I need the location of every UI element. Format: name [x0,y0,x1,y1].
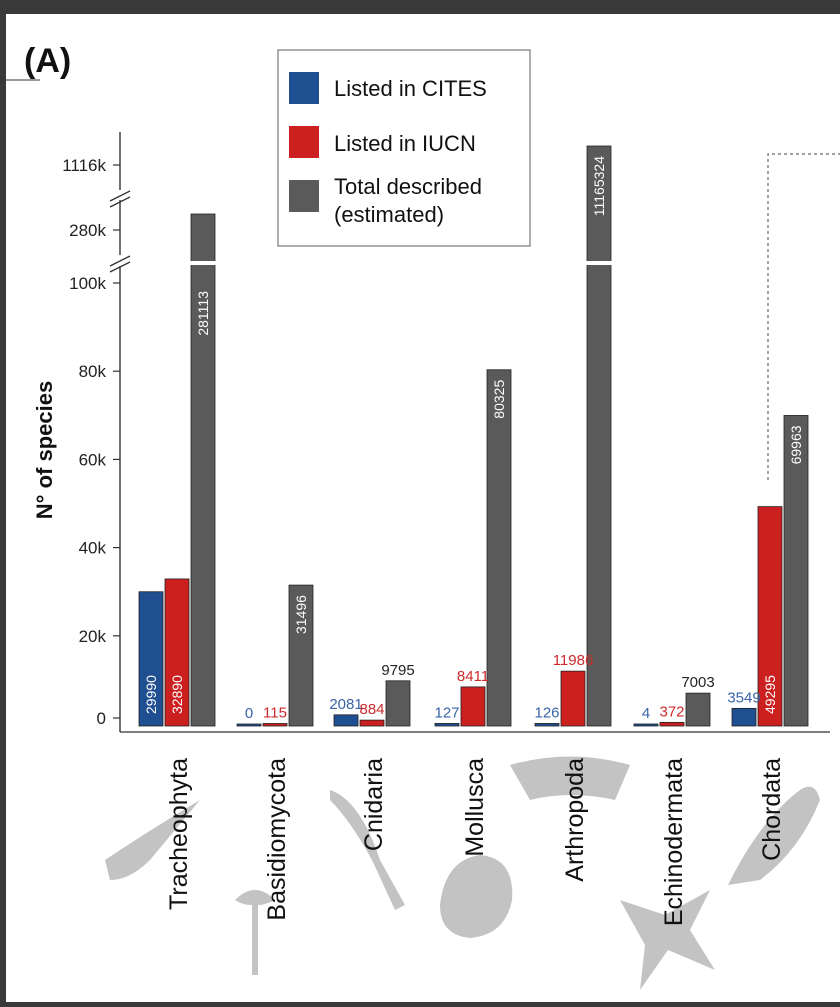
value-label-cites-tracheophyta: 29990 [143,675,159,714]
value-label-iucn-tracheophyta: 32890 [169,675,185,714]
bar-cites-mollusca [434,723,460,727]
bar-cites-basidiomycota [236,723,262,727]
butterfly-icon [510,756,630,800]
bar-total-basidiomycota [288,584,314,727]
value-label-total-echinodermata: 7003 [681,674,714,691]
taxon-silhouettes [105,756,820,990]
axis-break-mark [109,261,131,273]
legend-swatch-cites [289,72,319,104]
bar-cites-echinodermata [633,723,659,727]
value-label-total-cnidaria: 9795 [381,662,414,679]
bar-total-arthropoda [586,145,612,727]
value-label-iucn-chordata: 49295 [762,675,778,714]
value-label-iucn-echinodermata: 372 [659,703,684,720]
axis-break-mark [109,255,131,267]
y-axis-label: N° of species [32,381,57,519]
panel-label: (A) [24,42,71,80]
bar-total-cnidaria [385,680,411,727]
value-label-cites-echinodermata: 4 [642,705,650,722]
value-label-cites-cnidaria: 2081 [329,696,362,713]
value-label-cites-chordata: 3549 [727,689,760,706]
y-tick-label: 1116k [62,156,106,175]
legend: Listed in CITES Listed in IUCN Total des… [277,49,531,247]
value-label-iucn-basidiomycota: 115 [263,704,287,721]
connector-line [767,153,840,480]
fern-icon [105,800,200,880]
category-label-arthropoda: Arthropoda [561,758,589,882]
bar-iucn-chordata [757,506,783,727]
bar-iucn-cnidaria [359,719,385,727]
bird-icon [728,786,820,885]
coral-icon [330,790,405,910]
legend-label-iucn: Listed in IUCN [334,131,476,156]
category-label-chordata: Chordata [758,758,786,861]
bar-total-mollusca [486,369,512,727]
value-label-total-mollusca: 80325 [491,380,507,419]
legend-box [277,49,531,247]
bars [138,145,809,727]
y-tick-label: 280k [69,221,106,240]
y-tick-label: 0 [97,709,106,728]
category-label-cnidaria: Cnidaria [360,758,388,851]
left-frame-edge [0,14,6,1002]
bar-iucn-echinodermata [659,721,685,727]
y-tick-label: 40k [79,539,107,558]
axis-break-mark [109,190,131,202]
value-label-iucn-arthropoda: 11986 [553,652,594,669]
snail-icon [440,855,513,938]
bar-total-echinodermata [685,692,711,727]
value-label-cites-arthropoda: 126 [534,704,559,721]
category-label-basidiomycota: Basidiomycota [263,758,291,921]
legend-swatch-total [289,180,319,212]
bar-break-gap [586,261,612,265]
mushroom-icon [235,890,275,975]
legend-label-cites: Listed in CITES [334,76,487,101]
bar-cites-arthropoda [534,723,560,727]
starfish-icon [620,890,715,990]
value-label-cites-basidiomycota: 0 [245,705,253,722]
legend-swatch-iucn [289,126,319,158]
value-label-total-tracheophyta: 281113 [195,291,211,336]
y-tick-label: 100k [69,274,106,293]
value-label-iucn-mollusca: 8411 [457,668,489,685]
category-label-mollusca: Mollusca [461,758,489,857]
bar-iucn-arthropoda [560,670,586,727]
category-labels: Tracheophyta Basidiomycota Cnidaria Mollusc… [165,758,786,926]
value-label-iucn-cnidaria: 884 [359,701,384,718]
bar-total-chordata [783,415,809,727]
y-tick-label: 80k [79,362,107,381]
category-label-tracheophyta: Tracheophyta [165,758,193,910]
value-label-total-chordata: 69963 [788,425,804,464]
category-label-echinodermata: Echinodermata [660,758,688,926]
bar-cites-cnidaria [333,714,359,727]
legend-label-total: Total described [334,174,482,199]
bar-iucn-tracheophyta [164,578,190,727]
bar-cites-chordata [731,707,757,727]
bar-total-tracheophyta [190,213,216,727]
bar-iucn-mollusca [460,686,486,727]
axes: 0 20k 40k 60k 80k 100k 280k 1116k [62,132,830,733]
value-label-total-basidiomycota: 31496 [293,595,309,634]
value-label-total-arthropoda: 11165324 [591,156,607,216]
y-tick-label: 20k [79,627,107,646]
bar-iucn-basidiomycota [262,723,288,727]
legend-label-total-line2: (estimated) [334,202,444,227]
y-tick-label: 60k [79,450,107,469]
value-label-cites-mollusca: 127 [434,704,459,721]
axis-break-mark [109,196,131,208]
bar-cites-tracheophyta [138,591,164,727]
bar-break-gap [190,261,216,265]
